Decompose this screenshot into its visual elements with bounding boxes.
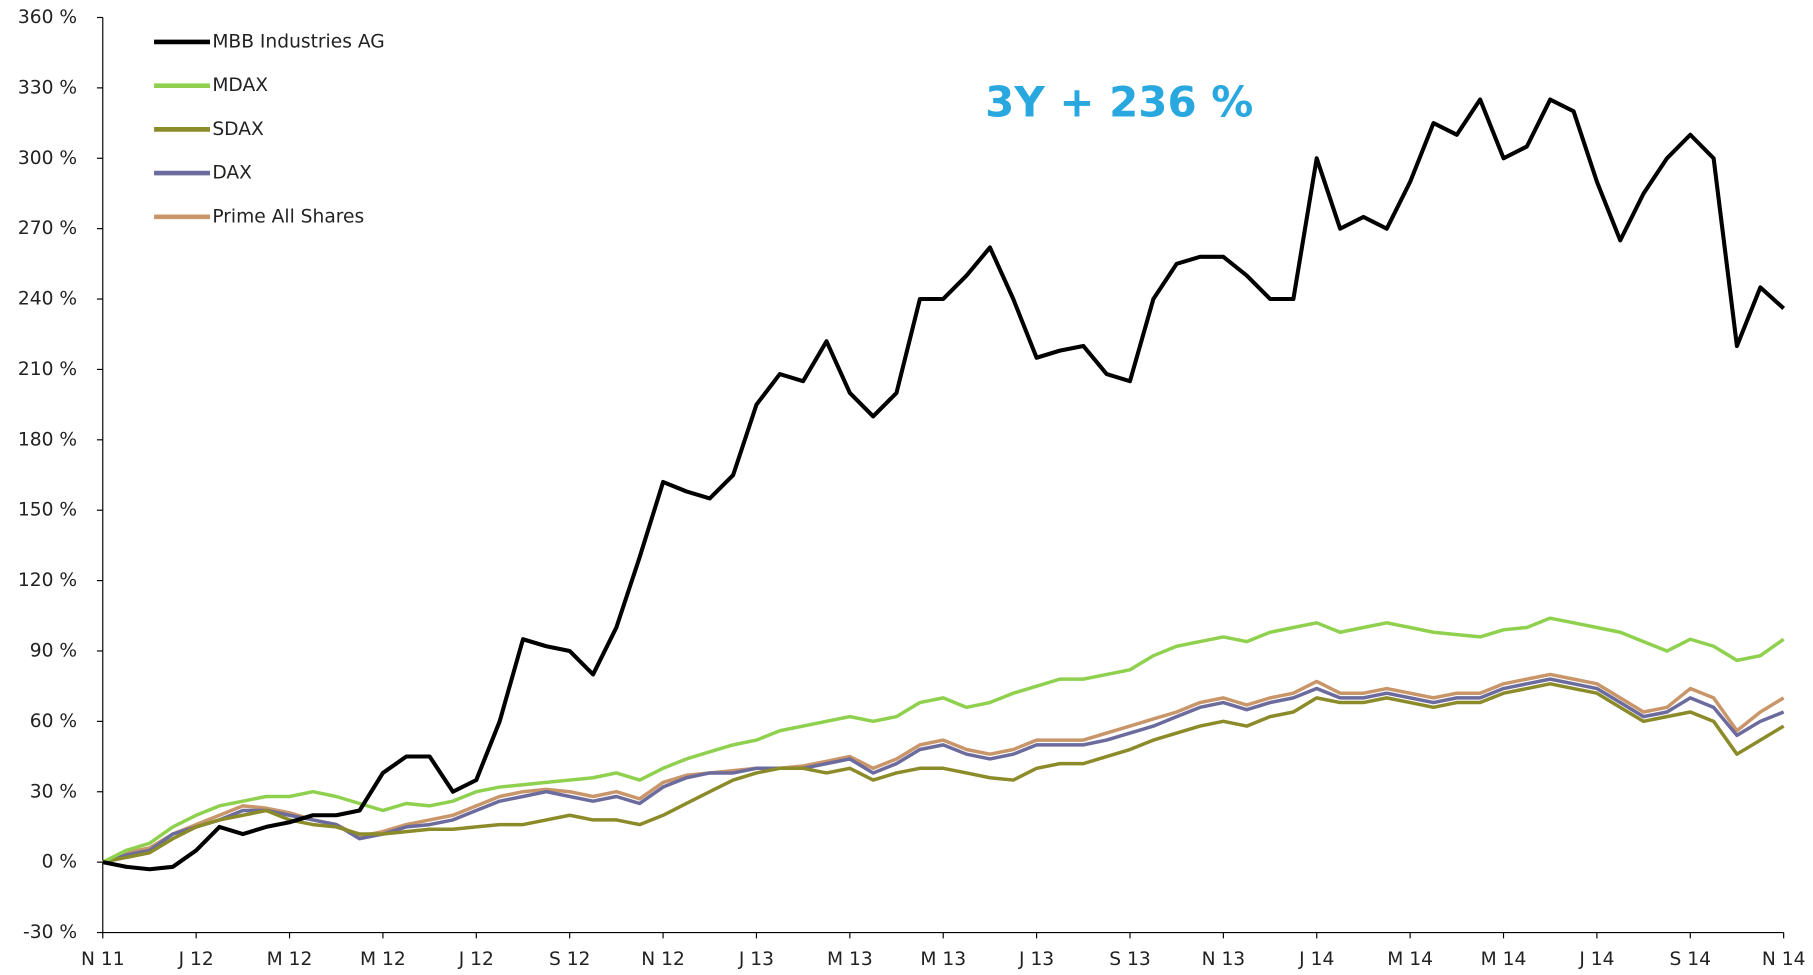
y-tick-label: 0 % — [42, 852, 78, 873]
annotation: 3Y + 236 % — [985, 77, 1253, 126]
x-tick-label: M 13 — [827, 949, 873, 970]
y-tick-label: 120 % — [18, 570, 77, 591]
legend-label: MDAX — [212, 75, 268, 96]
x-tick-label: M 12 — [360, 949, 406, 970]
x-tick-label: J 13 — [738, 949, 774, 970]
legend-label: Prime All Shares — [212, 206, 364, 227]
series-line — [102, 672, 1785, 864]
y-tick-label: 90 % — [30, 640, 77, 661]
x-tick-label: J 13 — [1018, 949, 1054, 970]
series-line — [101, 616, 1785, 864]
x-tick-label: M 14 — [1387, 949, 1433, 970]
y-tick-label: 150 % — [18, 500, 77, 521]
x-tick-label: M 13 — [920, 949, 966, 970]
series-line — [102, 682, 1785, 864]
series-line — [102, 97, 1786, 872]
y-tick-label: 330 % — [18, 77, 77, 98]
y-tick-label: 60 % — [30, 711, 77, 732]
x-tick-label: S 14 — [1670, 949, 1711, 970]
x-tick-label: J 12 — [458, 949, 494, 970]
y-tick-label: 210 % — [18, 359, 77, 380]
x-tick-label: J 14 — [1298, 949, 1334, 970]
x-tick-label: J 14 — [1578, 949, 1614, 970]
y-tick-label: 240 % — [18, 289, 77, 310]
series-line — [102, 677, 1785, 864]
x-tick-label: S 13 — [1109, 949, 1150, 970]
x-tick-label: N 12 — [641, 949, 685, 970]
x-tick-label: N 14 — [1762, 949, 1806, 970]
x-tick-label: J 12 — [178, 949, 214, 970]
y-tick-label: 30 % — [30, 781, 77, 802]
x-tick-label: N 13 — [1202, 949, 1246, 970]
x-tick-label: M 12 — [267, 949, 313, 970]
legend-label: SDAX — [212, 119, 264, 140]
y-tick-label: 270 % — [18, 218, 77, 239]
x-tick-label: M 14 — [1481, 949, 1527, 970]
legend-label: MBB Industries AG — [212, 31, 384, 52]
x-tick-label: S 12 — [549, 949, 590, 970]
x-tick-label: N 11 — [81, 949, 125, 970]
y-tick-label: 180 % — [18, 429, 77, 450]
legend-label: DAX — [212, 163, 252, 184]
y-tick-label: 360 % — [18, 7, 77, 28]
y-tick-label: 300 % — [18, 148, 77, 169]
y-tick-label: -30 % — [23, 922, 77, 943]
